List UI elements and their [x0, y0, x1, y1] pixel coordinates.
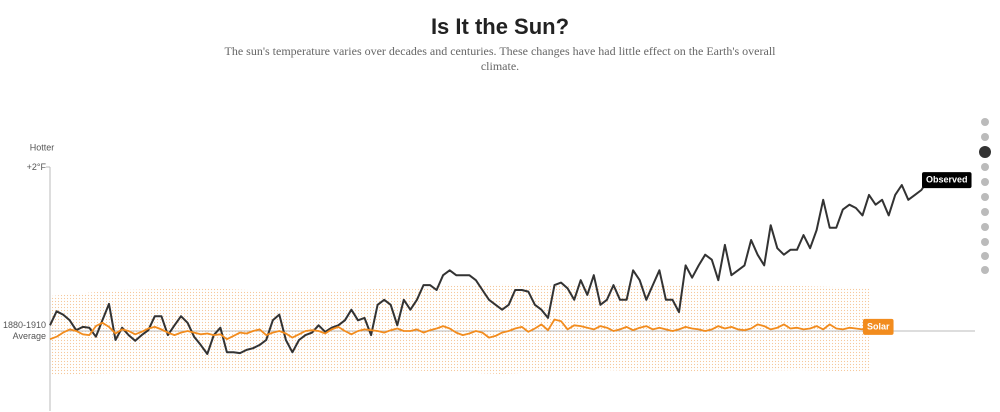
y-tick-label: 1880-1910 Average [2, 320, 46, 341]
series-label: Solar [863, 318, 894, 335]
nav-dot[interactable] [981, 193, 989, 201]
series-label: Observed [922, 172, 972, 189]
series-label-bg [922, 172, 972, 189]
series-label-bg [863, 318, 894, 335]
series-line [49, 318, 870, 341]
series-label-text: Solar [867, 321, 890, 331]
y-axis-label: Hotter [30, 142, 55, 152]
solar-variability-band [50, 284, 870, 375]
nav-dot[interactable] [981, 266, 989, 274]
nav-dot[interactable] [981, 223, 989, 231]
series-line [49, 179, 929, 355]
nav-dot[interactable] [981, 208, 989, 216]
nav-dot[interactable] [981, 178, 989, 186]
y-tick-label: +2°F [26, 161, 46, 172]
nav-dot[interactable] [981, 133, 989, 141]
page-nav [979, 118, 991, 274]
nav-dot-active[interactable] [979, 146, 991, 158]
nav-dot[interactable] [981, 163, 989, 171]
chart-subtitle: The sun's temperature varies over decade… [224, 44, 776, 73]
nav-dot[interactable] [981, 252, 989, 260]
chart-title: Is It the Sun? [430, 14, 570, 39]
series-label-text: Observed [926, 174, 968, 184]
nav-dot[interactable] [981, 238, 989, 246]
nav-dot[interactable] [981, 118, 989, 126]
